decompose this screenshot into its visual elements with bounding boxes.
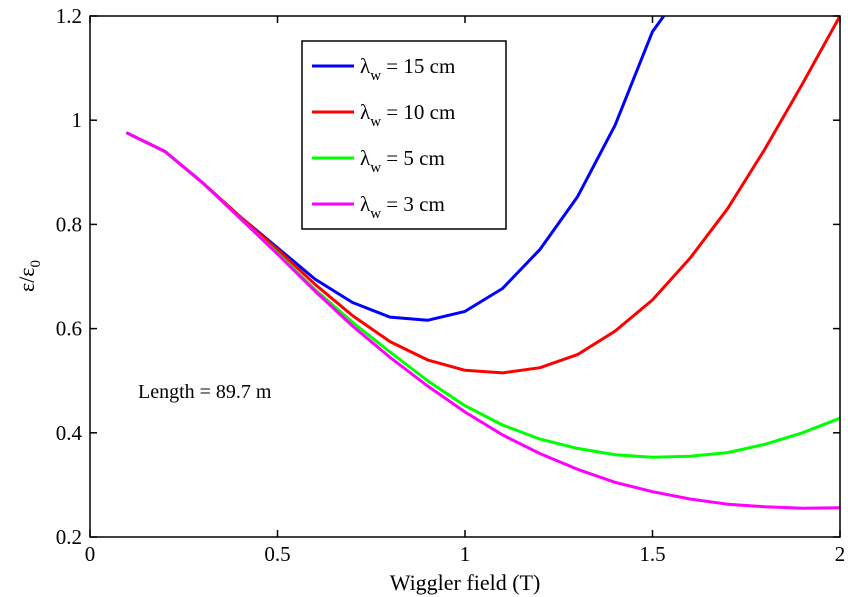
- y-tick-label: 1.2: [56, 4, 82, 28]
- legend-box: [301, 40, 507, 230]
- x-tick-label: 0: [85, 542, 96, 566]
- x-tick-label: 0.5: [264, 542, 290, 566]
- y-axis-label-main: ε/ε: [14, 267, 39, 292]
- legend: λw = 15 cm λw = 10 cm λw = 5 cm λw = 3 cm: [301, 40, 507, 230]
- y-tick-label: 0.8: [56, 212, 82, 236]
- legend-label-4: λw = 3 cm: [360, 192, 445, 222]
- y-tick-label: 0.2: [56, 525, 82, 549]
- legend-label-1: λw = 15 cm: [360, 54, 455, 84]
- series-layer: [126, 16, 840, 510]
- x-tick-label: 1.5: [639, 542, 665, 566]
- legend-label-3: λw = 5 cm: [360, 146, 445, 176]
- y-tick-label: 0.4: [56, 421, 83, 445]
- x-axis-label: Wiggler field (T): [390, 570, 541, 595]
- y-axis-label: ε/ε0: [14, 260, 44, 292]
- series-line-4: [126, 131, 840, 510]
- legend-label-2: λw = 10 cm: [360, 100, 455, 130]
- y-tick-label: 0.6: [56, 317, 82, 341]
- y-axis-label-sub: 0: [28, 260, 44, 268]
- length-annotation: Length = 89.7 m: [138, 381, 272, 403]
- y-tick-label: 1: [72, 108, 83, 132]
- x-tick-label: 2: [835, 542, 846, 566]
- ticks-layer: 0 0.5 1 1.5 2 0.2 0.4 0.6 0.8 1 1.2: [56, 4, 846, 566]
- x-tick-label: 1: [460, 542, 471, 566]
